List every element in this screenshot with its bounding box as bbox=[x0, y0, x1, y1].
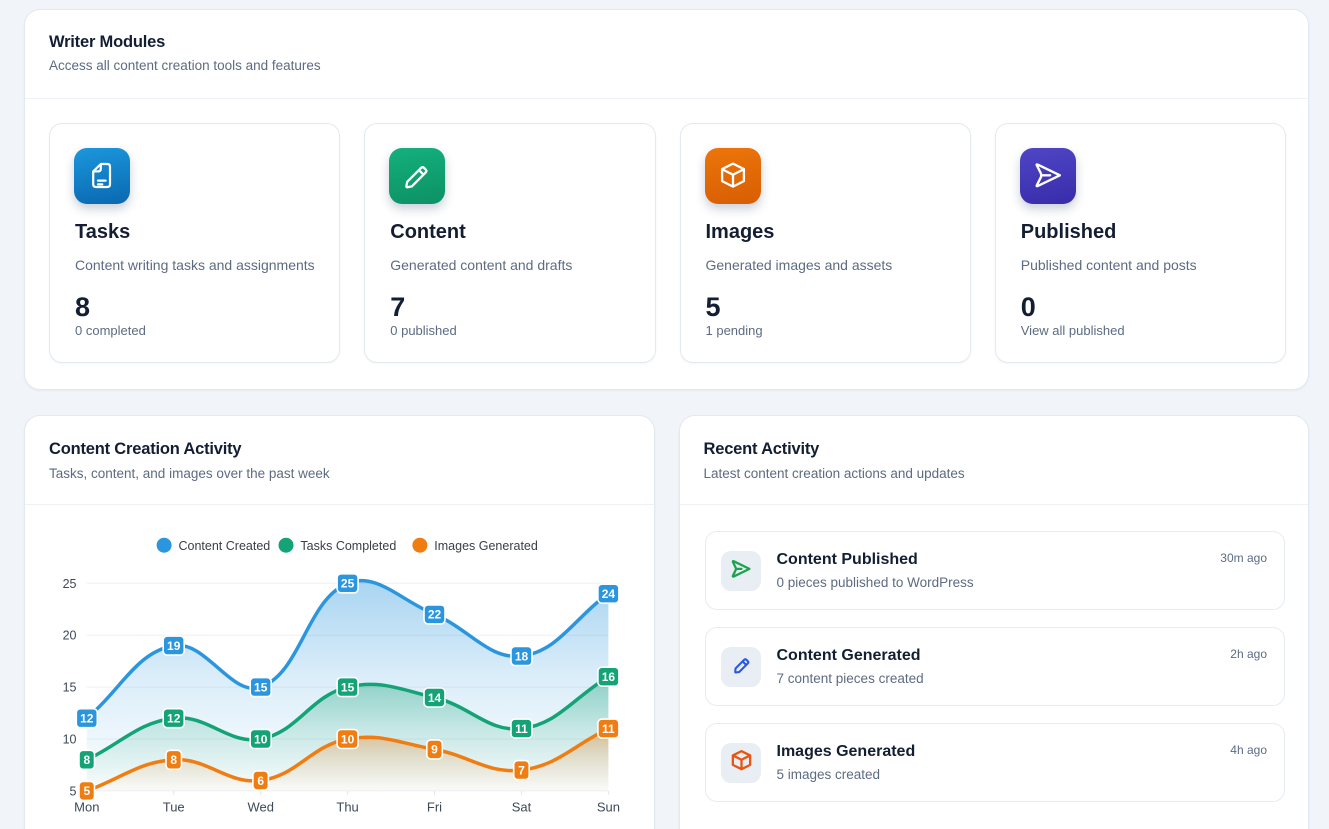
svg-text:18: 18 bbox=[515, 649, 529, 663]
svg-text:20: 20 bbox=[63, 629, 77, 643]
svg-text:Tasks Completed: Tasks Completed bbox=[300, 539, 396, 553]
svg-text:16: 16 bbox=[602, 670, 616, 684]
svg-text:25: 25 bbox=[63, 577, 77, 591]
svg-text:Sat: Sat bbox=[512, 800, 532, 815]
svg-text:10: 10 bbox=[254, 732, 268, 746]
svg-text:8: 8 bbox=[170, 753, 177, 767]
svg-text:11: 11 bbox=[602, 722, 615, 736]
svg-text:14: 14 bbox=[428, 691, 442, 705]
svg-text:Sun: Sun bbox=[597, 800, 620, 815]
svg-text:Mon: Mon bbox=[74, 800, 99, 815]
svg-text:7: 7 bbox=[518, 763, 525, 777]
svg-text:22: 22 bbox=[428, 608, 442, 622]
svg-text:Wed: Wed bbox=[247, 800, 274, 815]
svg-text:12: 12 bbox=[167, 712, 181, 726]
svg-text:15: 15 bbox=[63, 681, 77, 695]
svg-text:Tue: Tue bbox=[163, 800, 185, 815]
svg-text:10: 10 bbox=[341, 732, 355, 746]
svg-text:5: 5 bbox=[83, 784, 90, 798]
svg-text:9: 9 bbox=[431, 743, 438, 757]
svg-text:8: 8 bbox=[83, 753, 90, 767]
svg-text:15: 15 bbox=[341, 680, 355, 694]
svg-text:15: 15 bbox=[254, 680, 268, 694]
svg-text:Thu: Thu bbox=[336, 800, 358, 815]
svg-text:Content Created: Content Created bbox=[179, 539, 271, 553]
svg-text:Images Generated: Images Generated bbox=[434, 539, 538, 553]
svg-text:11: 11 bbox=[515, 722, 528, 736]
svg-text:10: 10 bbox=[63, 733, 77, 747]
svg-text:5: 5 bbox=[70, 784, 77, 798]
svg-text:6: 6 bbox=[257, 774, 264, 788]
svg-text:12: 12 bbox=[80, 712, 94, 726]
svg-text:25: 25 bbox=[341, 577, 355, 591]
svg-text:Fri: Fri bbox=[427, 800, 442, 815]
svg-text:24: 24 bbox=[602, 587, 616, 601]
svg-text:19: 19 bbox=[167, 639, 181, 653]
